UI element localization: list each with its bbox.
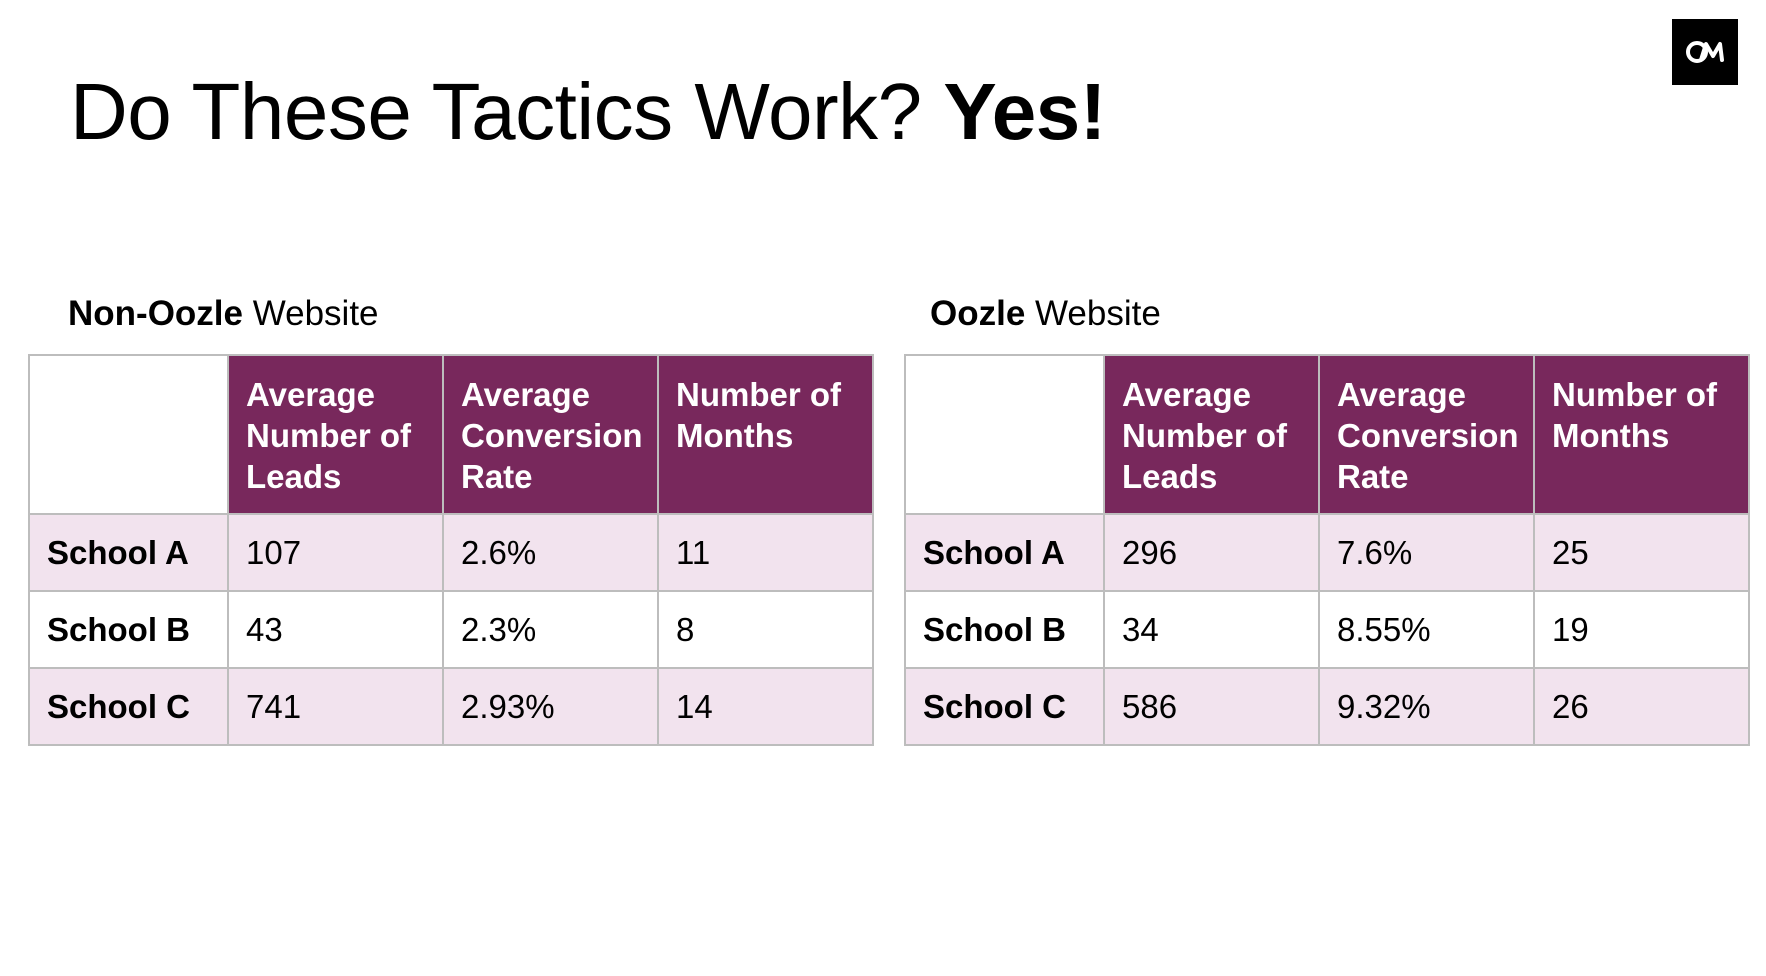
non-oozle-label-bold: Non-Oozle bbox=[68, 294, 243, 333]
table-row: School B 43 2.3% 8 bbox=[28, 590, 874, 669]
table-row: School A 296 7.6% 25 bbox=[904, 513, 1750, 592]
om-logo bbox=[1672, 19, 1738, 85]
oozle-label-bold: Oozle bbox=[930, 294, 1026, 333]
non-oozle-label-rest: Website bbox=[252, 294, 379, 333]
cell-conversion-rate: 2.6% bbox=[442, 513, 659, 592]
table-corner-cell bbox=[28, 354, 229, 515]
om-logo-icon bbox=[1686, 41, 1724, 63]
row-school-name: School C bbox=[28, 667, 229, 746]
non-oozle-label: Non-Oozle Website bbox=[68, 292, 379, 336]
header-number-of-months: Number of Months bbox=[1533, 354, 1750, 515]
header-average-conversion-rate: Average Conversion Rate bbox=[442, 354, 659, 515]
oozle-label: Oozle Website bbox=[930, 292, 1161, 336]
row-school-name: School B bbox=[904, 590, 1105, 669]
row-school-name: School B bbox=[28, 590, 229, 669]
table-row: School B 34 8.55% 19 bbox=[904, 590, 1750, 669]
cell-months: 11 bbox=[657, 513, 874, 592]
slide-title: Do These Tactics Work? Yes! bbox=[70, 62, 1106, 162]
slide-title-lead: Do These Tactics Work? bbox=[70, 67, 922, 156]
header-average-leads: Average Number of Leads bbox=[227, 354, 444, 515]
cell-months: 14 bbox=[657, 667, 874, 746]
cell-leads: 107 bbox=[227, 513, 444, 592]
row-school-name: School C bbox=[904, 667, 1105, 746]
table-row: School C 586 9.32% 26 bbox=[904, 667, 1750, 746]
cell-leads: 741 bbox=[227, 667, 444, 746]
cell-months: 8 bbox=[657, 590, 874, 669]
header-average-leads: Average Number of Leads bbox=[1103, 354, 1320, 515]
table-row: School A 107 2.6% 11 bbox=[28, 513, 874, 592]
cell-leads: 296 bbox=[1103, 513, 1320, 592]
cell-conversion-rate: 8.55% bbox=[1318, 590, 1535, 669]
cell-conversion-rate: 7.6% bbox=[1318, 513, 1535, 592]
cell-months: 26 bbox=[1533, 667, 1750, 746]
row-school-name: School A bbox=[904, 513, 1105, 592]
slide-title-emphasis: Yes! bbox=[943, 67, 1106, 156]
oozle-label-rest: Website bbox=[1035, 294, 1161, 333]
cell-leads: 43 bbox=[227, 590, 444, 669]
table-corner-cell bbox=[904, 354, 1105, 515]
cell-leads: 34 bbox=[1103, 590, 1320, 669]
cell-months: 25 bbox=[1533, 513, 1750, 592]
table-row: School C 741 2.93% 14 bbox=[28, 667, 874, 746]
cell-conversion-rate: 2.93% bbox=[442, 667, 659, 746]
oozle-table: Average Number of Leads Average Conversi… bbox=[904, 354, 1750, 746]
cell-leads: 586 bbox=[1103, 667, 1320, 746]
header-average-conversion-rate: Average Conversion Rate bbox=[1318, 354, 1535, 515]
cell-conversion-rate: 2.3% bbox=[442, 590, 659, 669]
row-school-name: School A bbox=[28, 513, 229, 592]
header-number-of-months: Number of Months bbox=[657, 354, 874, 515]
cell-conversion-rate: 9.32% bbox=[1318, 667, 1535, 746]
cell-months: 19 bbox=[1533, 590, 1750, 669]
non-oozle-table: Average Number of Leads Average Conversi… bbox=[28, 354, 874, 746]
